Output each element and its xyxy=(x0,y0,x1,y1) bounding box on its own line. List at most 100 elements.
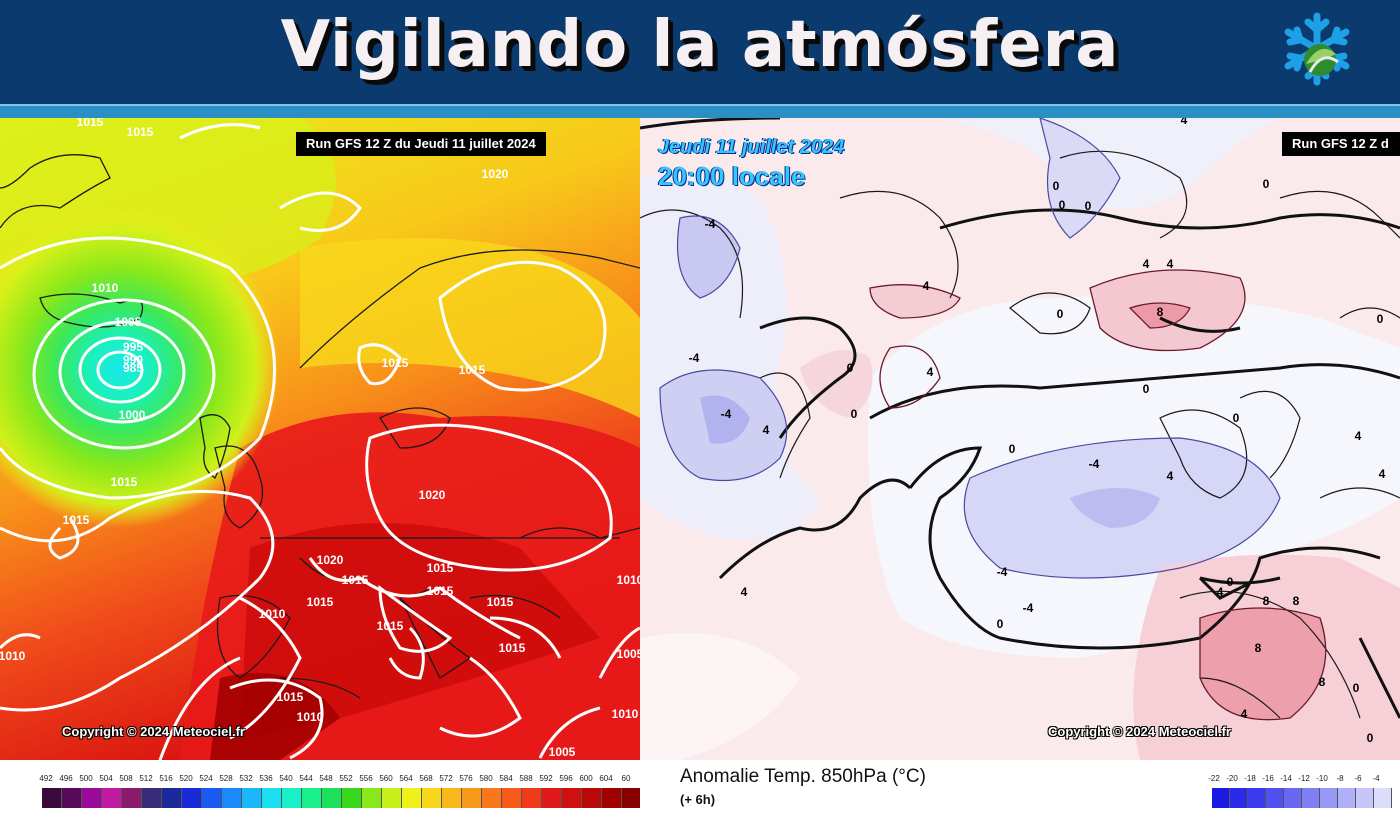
legend-color-swatch xyxy=(102,788,122,808)
legend-color-swatch xyxy=(162,788,182,808)
anomaly-contour-label: 0 xyxy=(1009,442,1016,456)
legend-tick-label: -16 xyxy=(1262,774,1274,783)
anomaly-contour-label: 4 xyxy=(923,279,930,293)
legend-tick-label: -8 xyxy=(1336,774,1344,783)
legend-color-swatch xyxy=(82,788,102,808)
run-label: Run GFS 12 Z du Jeudi 11 juillet 2024 xyxy=(296,132,546,156)
legend-tick-label: 500 xyxy=(79,774,93,783)
anomaly-contour-label: -4 xyxy=(997,565,1008,579)
anomaly-contour-label: 0 xyxy=(1233,411,1240,425)
valid-local-time: 20:00 locale xyxy=(658,161,806,191)
forecast-step: (+ 6h) xyxy=(680,792,716,807)
legend-tick-label: 508 xyxy=(119,774,133,783)
anomaly-contour-label: 4 xyxy=(741,585,748,599)
legend-tick-label: -22 xyxy=(1208,774,1220,783)
anomaly-legend: Anomalie Temp. 850hPa (°C) (+ 6h) -22 -20… xyxy=(640,760,1400,817)
anomaly-contour-label: 8 xyxy=(1293,594,1300,608)
anomaly-contour-label: 8 xyxy=(1319,675,1326,689)
isobar-label: 1010 xyxy=(0,649,26,663)
legend-tick-label: -6 xyxy=(1354,774,1362,783)
legend-tick-label: 564 xyxy=(399,774,413,783)
anomaly-contour-label: 4 xyxy=(1181,118,1188,127)
isobar-label: 1015 xyxy=(382,356,409,370)
isobar-label: 1020 xyxy=(317,553,344,567)
legend-color-swatch xyxy=(482,788,502,808)
legend-tick-label: 520 xyxy=(179,774,193,783)
anomaly-contour-label: 8 xyxy=(1255,641,1262,655)
temperature-anomaly-map: 4 -4 0 0 4 4 8 4 0 4 0 0 -4 -4 4 0 0 0 -4 4 -4 4 -4 0 4 8 8 8 4 8 0 0 0 0… xyxy=(640,118,1400,760)
isobar-label: 985 xyxy=(123,361,143,375)
isobar-label: 1010 xyxy=(612,707,639,721)
legend-color-swatch xyxy=(422,788,442,808)
legend-color-swatch xyxy=(622,788,642,808)
legend-color-swatch xyxy=(402,788,422,808)
anomaly-contour-label: 0 xyxy=(997,617,1004,631)
legend-tick-label: 568 xyxy=(419,774,433,783)
copyright-text: Copyright © 2024 Meteociel.fr xyxy=(62,724,245,739)
legend-color-swatch xyxy=(1374,788,1392,808)
legend-color-swatch xyxy=(282,788,302,808)
anomaly-contour-label: 0 xyxy=(1085,199,1092,213)
isobar-label: 1015 xyxy=(277,690,304,704)
legend-tick-label: 504 xyxy=(99,774,113,783)
legend-color-swatch xyxy=(542,788,562,808)
legend-tick-label: 600 xyxy=(579,774,593,783)
anomaly-contour-label: 0 xyxy=(1227,575,1234,589)
legend-tick-label: -20 xyxy=(1226,774,1238,783)
isobar-label: 1015 xyxy=(307,595,334,609)
anomaly-contour-label: 0 xyxy=(1263,177,1270,191)
legend-color-swatch xyxy=(1248,788,1266,808)
run-label-truncated: Run GFS 12 Z d xyxy=(1282,132,1400,156)
anomaly-contour-label: 0 xyxy=(1059,198,1066,212)
isobar-label: 1015 xyxy=(427,561,454,575)
legend-color-swatch xyxy=(442,788,462,808)
legend-color-swatch xyxy=(382,788,402,808)
legend-color-swatch xyxy=(182,788,202,808)
valid-time-label: Jeudi 11 juillet 2024 20:00 locale xyxy=(658,136,844,192)
snowflake-logo-icon xyxy=(1284,12,1350,86)
legend-tick-label: 560 xyxy=(379,774,393,783)
legend-tick-label: 552 xyxy=(339,774,353,783)
anomaly-contour-label: 4 xyxy=(1355,429,1362,443)
legend-tick-label: 492 xyxy=(39,774,53,783)
isobar-label: 1015 xyxy=(377,619,404,633)
legend-color-swatch xyxy=(322,788,342,808)
variable-name: Anomalie Temp. 850hPa (°C) xyxy=(680,766,926,787)
legend-color-swatch xyxy=(1212,788,1230,808)
isobar-label: 1015 xyxy=(459,363,486,377)
legend-tick-label: 60 xyxy=(621,774,631,783)
legend-color-swatch xyxy=(582,788,602,808)
anomaly-contour-label: 4 xyxy=(1379,467,1386,481)
isobar-label: 1005 xyxy=(549,745,576,759)
legend-tick-label: 536 xyxy=(259,774,273,783)
legend-tick-label: 548 xyxy=(319,774,333,783)
legend-tick-label: 580 xyxy=(479,774,493,783)
legend-tick-label: 572 xyxy=(439,774,453,783)
isobar-label: 1020 xyxy=(419,488,446,502)
anomaly-contour-label: 0 xyxy=(1057,307,1064,321)
anomaly-contour-label: 0 xyxy=(1143,382,1150,396)
copyright-text-right: Copyright © 2024 Meteociel.fr xyxy=(1048,724,1231,739)
anomaly-contour-label: -4 xyxy=(689,351,700,365)
legend-color-swatch xyxy=(1356,788,1374,808)
isobar-label: 1010 xyxy=(259,607,286,621)
valid-date: Jeudi 11 juillet 2024 xyxy=(658,136,845,158)
isobar-label: 1020 xyxy=(482,167,509,181)
header-banner: Vigilando la atmósfera xyxy=(0,0,1400,104)
anomaly-contour-label: 4 xyxy=(1143,257,1150,271)
legend-color-swatch xyxy=(62,788,82,808)
legend-color-swatch xyxy=(242,788,262,808)
legend-tick-label: -10 xyxy=(1316,774,1328,783)
isobar-label: 1005 xyxy=(617,647,640,661)
anomaly-contour-label: 0 xyxy=(847,361,854,375)
header-divider-strip xyxy=(0,104,1400,120)
isobar-label: 1015 xyxy=(111,475,138,489)
legend-tick-label: 584 xyxy=(499,774,513,783)
legend-tick-label: 516 xyxy=(159,774,173,783)
anomaly-contour-label: 0 xyxy=(1367,731,1374,745)
legend-color-swatch xyxy=(362,788,382,808)
legend-color-swatch xyxy=(42,788,62,808)
anomaly-contour-label: -4 xyxy=(1023,601,1034,615)
